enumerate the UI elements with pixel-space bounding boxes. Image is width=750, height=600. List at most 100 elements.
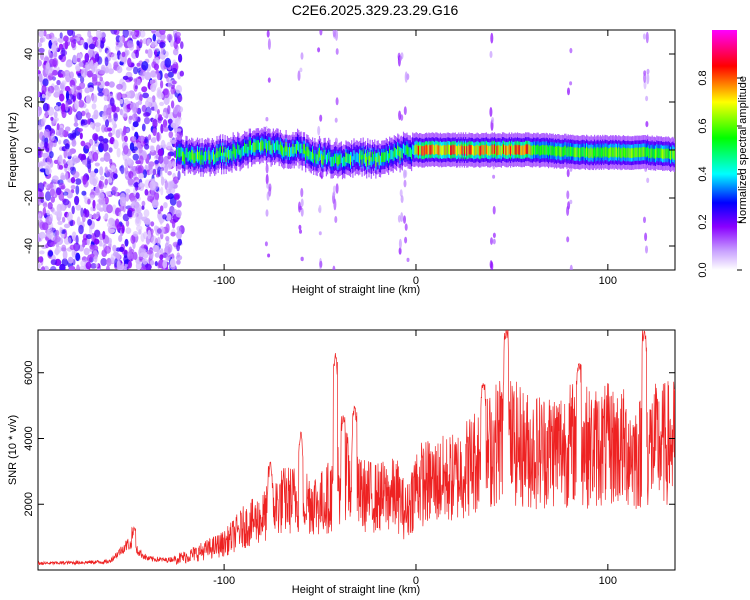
ridge-cell — [340, 153, 342, 163]
ridge-cell — [432, 144, 435, 155]
ridge-cell — [214, 154, 216, 164]
noise-speckle — [41, 265, 46, 270]
noise-speckle — [77, 72, 82, 78]
noise-speckle — [176, 116, 183, 121]
noise-speckle — [62, 250, 68, 260]
ridge-cell — [598, 148, 600, 158]
ridge-cell — [232, 144, 234, 154]
ridge-cell — [346, 153, 348, 164]
noise-speckle — [71, 85, 75, 94]
ridge-cell — [421, 146, 423, 156]
noise-speckle — [60, 184, 66, 190]
noise-speckle — [89, 244, 95, 250]
ridge-cell — [461, 145, 463, 156]
streak-speckle — [492, 232, 496, 238]
noise-speckle — [89, 121, 94, 128]
ridge-cell — [313, 153, 315, 163]
noise-speckle — [164, 73, 169, 79]
ridge-cell — [409, 147, 411, 158]
snr-panel: -100 0 100 2000 4000 6000 Height of straight… — [7, 329, 676, 596]
noise-speckle — [146, 97, 153, 103]
noise-speckle — [38, 124, 43, 131]
noise-speckle — [133, 66, 139, 75]
noise-speckle — [105, 169, 113, 178]
noise-speckle — [170, 100, 175, 109]
noise-speckle — [125, 188, 131, 194]
x-tick-label: -100 — [213, 575, 235, 587]
noise-speckle — [132, 121, 139, 128]
noise-speckle — [127, 178, 134, 186]
ridge-cell — [183, 151, 185, 162]
colorbar-tick-label: 0.0 — [697, 262, 709, 277]
ridge-cell — [217, 151, 219, 161]
noise-speckle — [59, 226, 63, 234]
colorbar-tick-label: 0.2 — [697, 214, 709, 229]
ridge-cell — [408, 147, 410, 157]
ridge-cell — [466, 146, 468, 156]
noise-speckle — [164, 57, 172, 68]
noise-speckle — [50, 259, 58, 266]
noise-speckle — [58, 190, 65, 201]
noise-speckle — [125, 193, 130, 202]
ridge-cell — [200, 155, 202, 165]
noise-speckle — [98, 192, 105, 200]
ridge-cell — [429, 145, 431, 155]
noise-speckle — [124, 263, 128, 268]
noise-speckle — [75, 234, 79, 245]
ridge-cell — [230, 148, 232, 159]
streak-speckle — [319, 114, 323, 122]
noise-speckle — [166, 141, 172, 150]
ridge-cell — [499, 145, 501, 155]
noise-speckle — [62, 159, 66, 165]
noise-speckle — [67, 256, 74, 264]
ridge-cell — [674, 150, 675, 161]
noise-speckle — [127, 57, 132, 67]
ridge-cell — [213, 151, 215, 162]
ridge-cell — [568, 147, 570, 157]
streak-speckle — [646, 72, 650, 85]
ridge-cell — [396, 149, 398, 159]
ridge-cell — [297, 140, 299, 151]
noise-speckle — [79, 266, 87, 270]
noise-speckle — [104, 178, 109, 186]
ridge-cell — [363, 154, 365, 164]
ridge-cell — [565, 145, 567, 156]
noise-speckle — [52, 69, 58, 76]
streak-speckle — [319, 30, 323, 36]
noise-speckle — [75, 204, 82, 211]
noise-speckle — [170, 122, 177, 128]
noise-speckle — [76, 264, 80, 270]
ridge-cell — [583, 147, 585, 157]
ridge-cell — [329, 151, 331, 162]
ridge-cell — [447, 144, 449, 155]
noise-speckle — [167, 152, 172, 160]
noise-speckle — [175, 128, 182, 133]
ridge-cell — [453, 145, 455, 155]
noise-speckle — [106, 204, 113, 214]
noise-speckle — [178, 53, 183, 63]
ridge-cell — [210, 152, 212, 162]
ridge-cell — [557, 146, 559, 156]
noise-speckle — [59, 32, 63, 39]
streak-speckle — [332, 185, 336, 194]
noise-speckle — [77, 128, 83, 132]
noise-speckle — [156, 228, 162, 234]
noise-speckle — [102, 215, 108, 220]
ridge-cell — [506, 145, 508, 156]
ridge-cell — [257, 140, 260, 150]
ridge-cell — [469, 145, 471, 155]
ridge-cell — [268, 140, 270, 150]
noise-speckle — [165, 223, 170, 234]
ridge-cell — [325, 154, 327, 165]
streak-speckle — [319, 260, 323, 268]
ridge-cell — [445, 145, 447, 156]
noise-speckle — [160, 47, 166, 55]
ridge-cell — [670, 150, 672, 160]
noise-speckle — [39, 250, 45, 255]
ridge-cell — [435, 144, 437, 154]
ridge-cell — [640, 147, 642, 158]
streak-speckle — [332, 30, 336, 38]
noise-speckle — [61, 80, 67, 85]
ridge-cell — [327, 152, 329, 163]
streak-speckle — [267, 38, 271, 50]
